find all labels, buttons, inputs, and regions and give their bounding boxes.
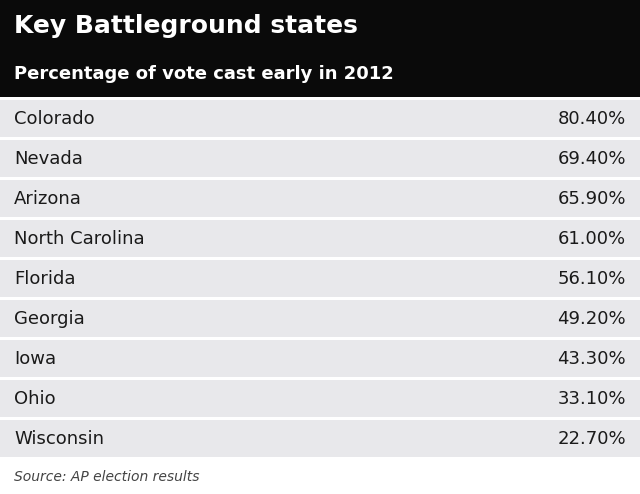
- Bar: [0, 100, 640, 137]
- Text: 80.40%: 80.40%: [557, 110, 626, 127]
- Text: Iowa: Iowa: [14, 349, 56, 368]
- Bar: [0, 337, 640, 340]
- Text: Florida: Florida: [14, 270, 76, 288]
- Bar: [0, 140, 640, 177]
- Text: 22.70%: 22.70%: [557, 429, 626, 448]
- Text: Percentage of vote cast early in 2012: Percentage of vote cast early in 2012: [14, 65, 394, 83]
- Bar: [0, 257, 640, 260]
- Bar: [0, 340, 640, 377]
- Text: Arizona: Arizona: [14, 190, 82, 207]
- Text: Key Battleground states: Key Battleground states: [14, 14, 358, 38]
- Text: 43.30%: 43.30%: [557, 349, 626, 368]
- Bar: [0, 217, 640, 220]
- Text: 33.10%: 33.10%: [557, 389, 626, 408]
- Bar: [0, 177, 640, 180]
- Bar: [0, 180, 640, 217]
- Text: 61.00%: 61.00%: [558, 230, 626, 247]
- Bar: [0, 220, 640, 257]
- Bar: [0, 97, 640, 100]
- Bar: [0, 377, 640, 380]
- Text: 69.40%: 69.40%: [557, 150, 626, 167]
- Bar: [0, 417, 640, 420]
- Text: Colorado: Colorado: [14, 110, 95, 127]
- Bar: [0, 420, 640, 457]
- Bar: [0, 457, 640, 460]
- Text: 65.90%: 65.90%: [557, 190, 626, 207]
- Bar: [0, 260, 640, 297]
- Text: Wisconsin: Wisconsin: [14, 429, 104, 448]
- Text: 49.20%: 49.20%: [557, 310, 626, 328]
- Text: Ohio: Ohio: [14, 389, 56, 408]
- Bar: [0, 0, 640, 97]
- Text: Georgia: Georgia: [14, 310, 84, 328]
- Text: North Carolina: North Carolina: [14, 230, 145, 247]
- Text: 56.10%: 56.10%: [557, 270, 626, 288]
- Text: Nevada: Nevada: [14, 150, 83, 167]
- Bar: [0, 300, 640, 337]
- Text: Source: AP election results: Source: AP election results: [14, 470, 200, 484]
- Bar: [0, 380, 640, 417]
- Bar: [0, 137, 640, 140]
- Bar: [0, 297, 640, 300]
